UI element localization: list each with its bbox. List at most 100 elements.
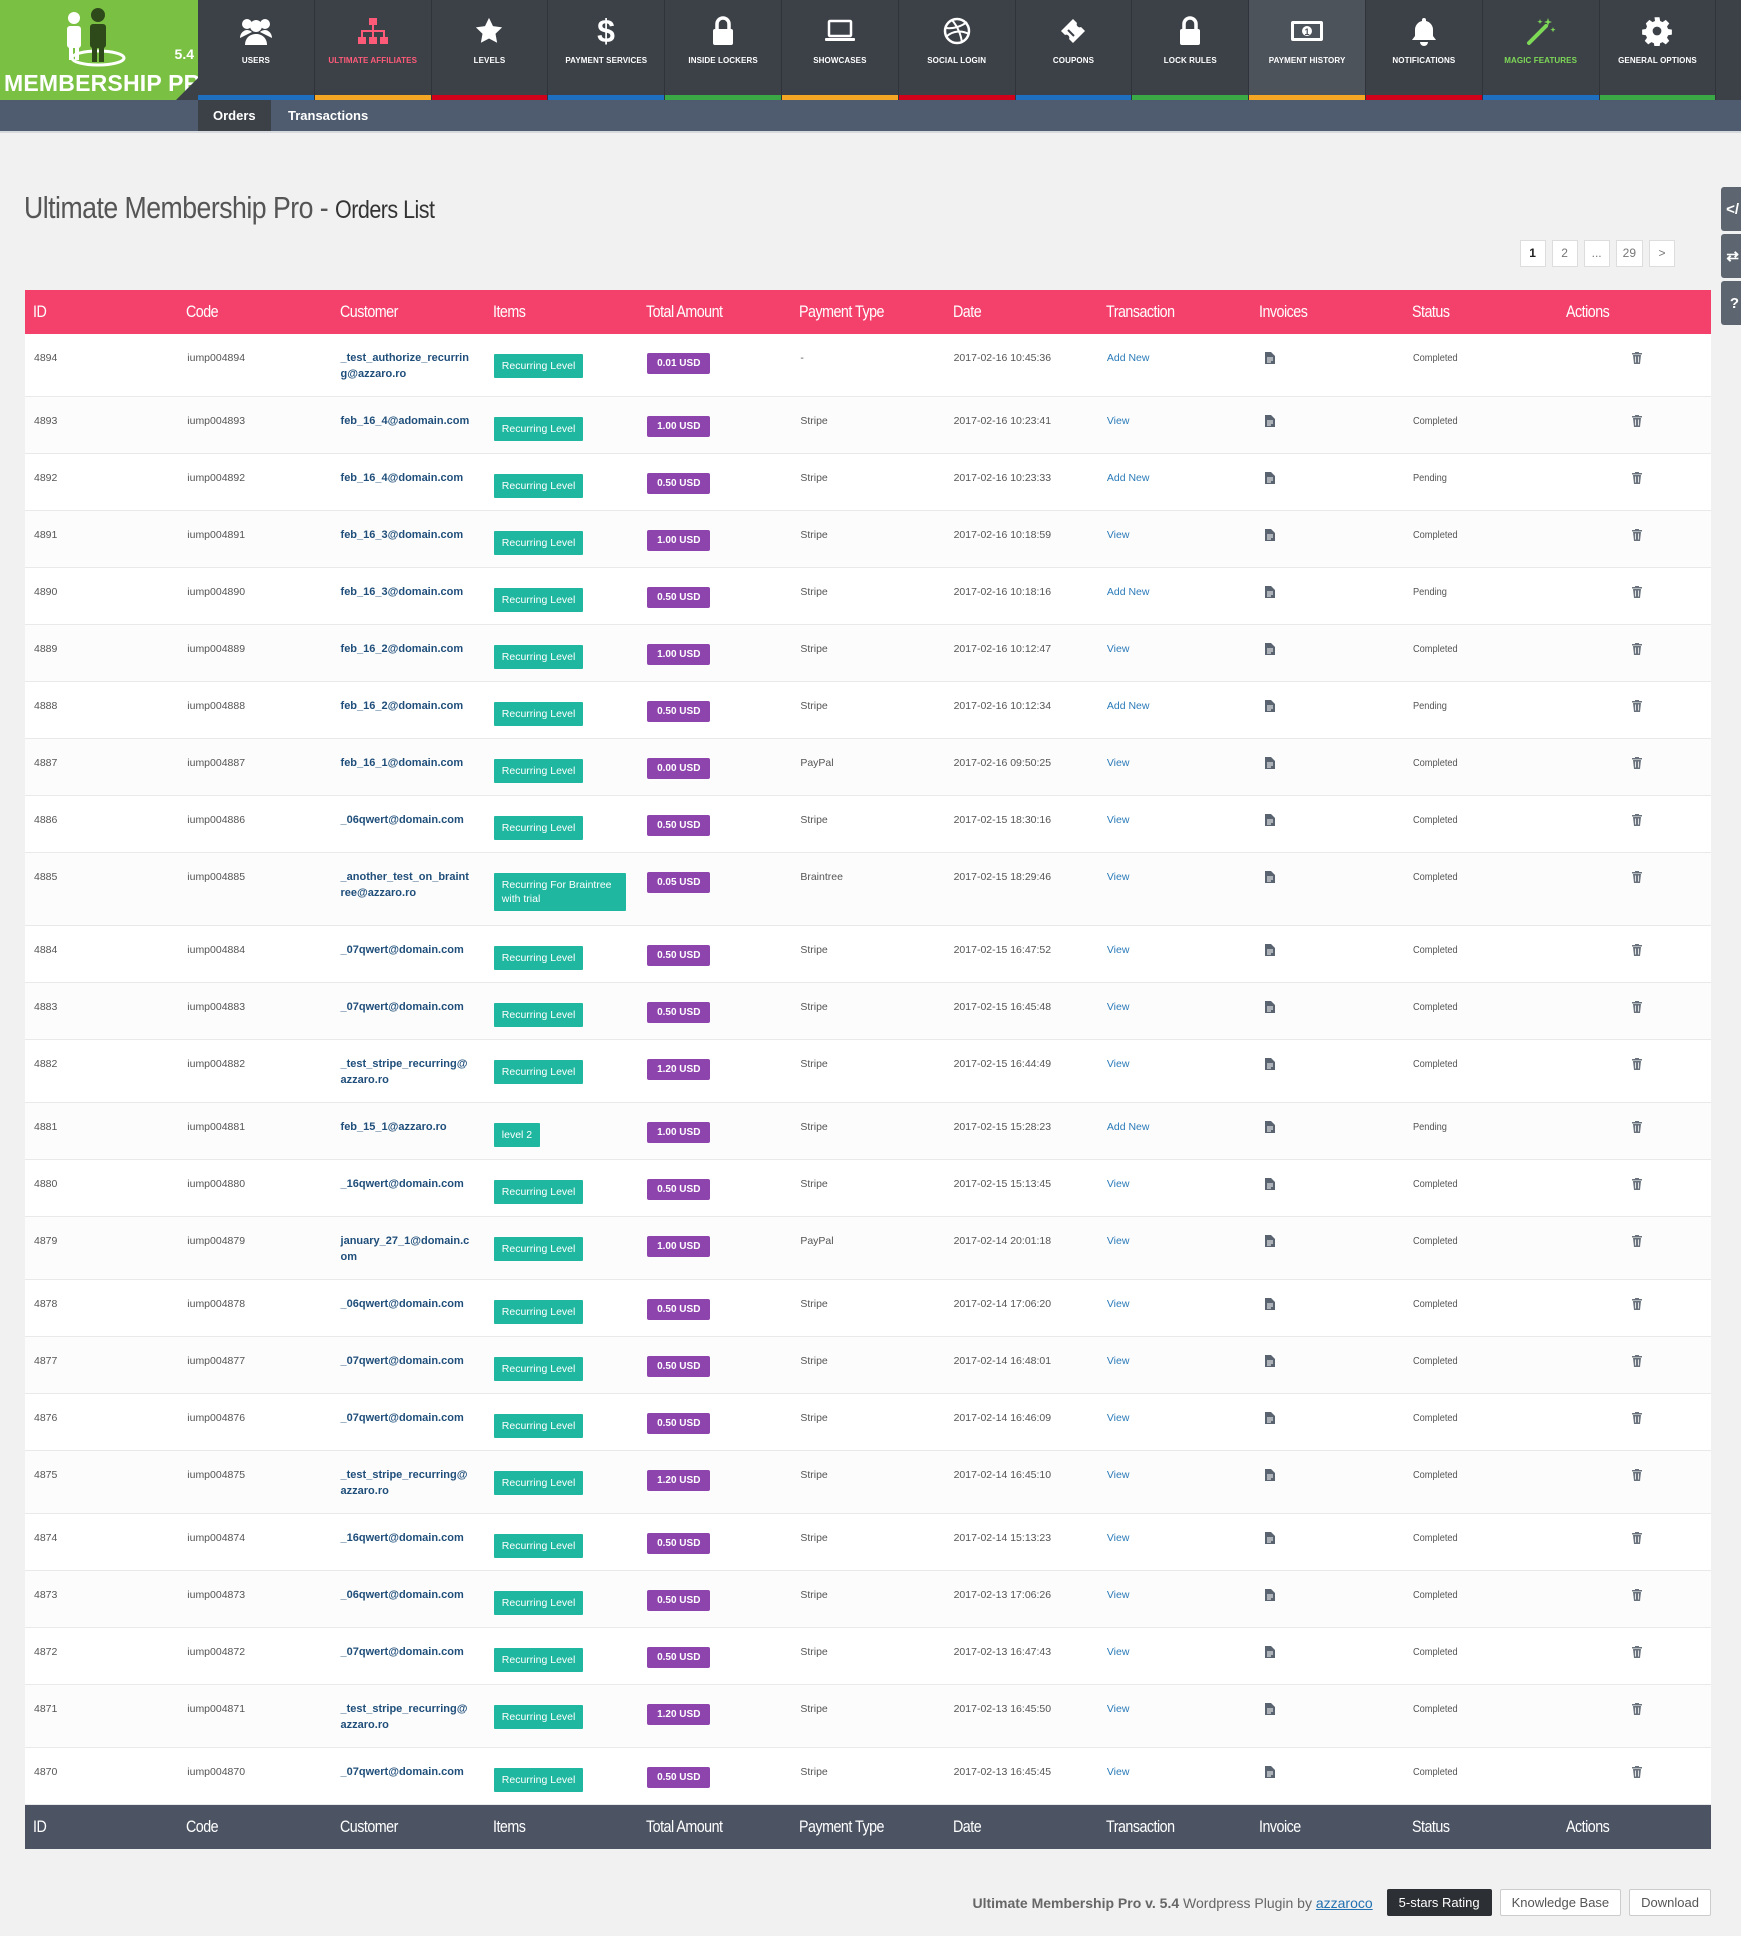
invoice-icon[interactable] [1265, 529, 1276, 544]
customer-link[interactable]: _07qwert@domain.com [340, 1766, 464, 1778]
menu-item-ultimate-affiliates[interactable]: Ultimate Affiliates [314, 0, 432, 100]
invoice-icon[interactable] [1265, 1469, 1276, 1484]
invoice-icon[interactable] [1265, 1703, 1276, 1718]
view-transaction-link[interactable]: View [1106, 1589, 1130, 1601]
trash-icon[interactable] [1631, 1589, 1642, 1604]
trash-icon[interactable] [1631, 472, 1642, 487]
invoice-icon[interactable] [1265, 1121, 1276, 1136]
customer-link[interactable]: _test_stripe_recurring@azzaro.ro [340, 1058, 468, 1086]
add-transaction-link[interactable]: Add New [1106, 1121, 1150, 1133]
customer-link[interactable]: _06qwert@domain.com [340, 1298, 464, 1310]
customer-link[interactable]: january_27_1@domain.com [340, 1235, 470, 1263]
membership-pro-logo[interactable]: 5.4 MEMBERSHIP PRO [0, 0, 198, 100]
view-transaction-link[interactable]: View [1106, 643, 1130, 655]
trash-icon[interactable] [1631, 1469, 1642, 1484]
trash-icon[interactable] [1631, 871, 1642, 886]
trash-icon[interactable] [1631, 1058, 1642, 1073]
invoice-icon[interactable] [1265, 1235, 1276, 1250]
author-link[interactable]: azzaroco [1315, 1894, 1373, 1911]
customer-link[interactable]: _07qwert@domain.com [340, 944, 464, 956]
invoice-icon[interactable] [1265, 1178, 1276, 1193]
trash-icon[interactable] [1631, 1703, 1642, 1718]
page-1-button[interactable]: 1 [1519, 240, 1546, 267]
customer-link[interactable]: _another_test_on_braintree@azzaro.ro [340, 871, 469, 899]
invoice-icon[interactable] [1265, 1355, 1276, 1370]
customer-link[interactable]: feb_16_3@domain.com [340, 529, 464, 541]
view-transaction-link[interactable]: View [1106, 1646, 1130, 1658]
view-transaction-link[interactable]: View [1106, 1469, 1130, 1481]
side-tab-help[interactable]: ? [1721, 281, 1741, 325]
trash-icon[interactable] [1631, 944, 1642, 959]
view-transaction-link[interactable]: View [1106, 529, 1130, 541]
customer-link[interactable]: feb_16_3@domain.com [340, 586, 464, 598]
menu-item-levels[interactable]: Levels [431, 0, 549, 100]
menu-item-social-login[interactable]: Social Login [898, 0, 1016, 100]
invoice-icon[interactable] [1265, 472, 1276, 487]
customer-link[interactable]: _07qwert@domain.com [340, 1412, 464, 1424]
customer-link[interactable]: feb_16_2@domain.com [340, 643, 464, 655]
view-transaction-link[interactable]: View [1106, 415, 1130, 427]
invoice-icon[interactable] [1265, 1766, 1276, 1781]
view-transaction-link[interactable]: View [1106, 1412, 1130, 1424]
invoice-icon[interactable] [1265, 352, 1276, 367]
trash-icon[interactable] [1631, 700, 1642, 715]
menu-item-users[interactable]: Users [198, 0, 315, 100]
trash-icon[interactable] [1631, 586, 1642, 601]
trash-icon[interactable] [1631, 1298, 1642, 1313]
page-ellipsis[interactable]: ... [1583, 240, 1610, 267]
customer-link[interactable]: _07qwert@domain.com [340, 1001, 464, 1013]
customer-link[interactable]: feb_16_1@domain.com [340, 757, 464, 769]
side-tab-switch[interactable]: ⇄ [1721, 234, 1741, 278]
tab-orders[interactable]: Orders [198, 100, 271, 131]
customer-link[interactable]: _16qwert@domain.com [340, 1178, 464, 1190]
customer-link[interactable]: feb_15_1@azzaro.ro [340, 1121, 447, 1133]
page-2-button[interactable]: 2 [1551, 240, 1578, 267]
tab-transactions[interactable]: Transactions [288, 108, 369, 123]
add-transaction-link[interactable]: Add New [1106, 352, 1150, 364]
view-transaction-link[interactable]: View [1106, 1178, 1130, 1190]
view-transaction-link[interactable]: View [1106, 1703, 1130, 1715]
add-transaction-link[interactable]: Add New [1106, 586, 1150, 598]
trash-icon[interactable] [1631, 757, 1642, 772]
trash-icon[interactable] [1631, 1766, 1642, 1781]
menu-item-magic-features[interactable]: Magic Features [1482, 0, 1600, 100]
add-transaction-link[interactable]: Add New [1106, 472, 1150, 484]
view-transaction-link[interactable]: View [1106, 1235, 1130, 1247]
customer-link[interactable]: _test_stripe_recurring@azzaro.ro [340, 1703, 468, 1731]
add-transaction-link[interactable]: Add New [1106, 700, 1150, 712]
view-transaction-link[interactable]: View [1106, 1355, 1130, 1367]
customer-link[interactable]: _06qwert@domain.com [340, 814, 464, 826]
menu-item-payment-history[interactable]: 1 Payment History [1249, 0, 1366, 100]
invoice-icon[interactable] [1265, 1058, 1276, 1073]
invoice-icon[interactable] [1265, 1412, 1276, 1427]
customer-link[interactable]: feb_16_2@domain.com [340, 700, 464, 712]
trash-icon[interactable] [1631, 1646, 1642, 1661]
customer-link[interactable]: _06qwert@domain.com [340, 1589, 464, 1601]
invoice-icon[interactable] [1265, 871, 1276, 886]
customer-link[interactable]: feb_16_4@domain.com [340, 472, 464, 484]
view-transaction-link[interactable]: View [1106, 944, 1130, 956]
menu-item-notifications[interactable]: Notifications [1365, 0, 1483, 100]
customer-link[interactable]: _07qwert@domain.com [340, 1355, 464, 1367]
customer-link[interactable]: _test_authorize_recurring@azzaro.ro [340, 352, 469, 380]
menu-item-general-options[interactable]: General Options [1599, 0, 1717, 100]
invoice-icon[interactable] [1265, 944, 1276, 959]
rating-button[interactable]: 5-stars Rating [1386, 1889, 1492, 1916]
trash-icon[interactable] [1631, 352, 1642, 367]
view-transaction-link[interactable]: View [1106, 814, 1130, 826]
invoice-icon[interactable] [1265, 814, 1276, 829]
trash-icon[interactable] [1631, 1355, 1642, 1370]
view-transaction-link[interactable]: View [1106, 1001, 1130, 1013]
menu-item-coupons[interactable]: Coupons [1015, 0, 1133, 100]
download-button[interactable]: Download [1629, 1889, 1711, 1916]
invoice-icon[interactable] [1265, 700, 1276, 715]
invoice-icon[interactable] [1265, 1001, 1276, 1016]
view-transaction-link[interactable]: View [1106, 1298, 1130, 1310]
invoice-icon[interactable] [1265, 415, 1276, 430]
trash-icon[interactable] [1631, 814, 1642, 829]
customer-link[interactable]: feb_16_4@adomain.com [340, 415, 470, 427]
trash-icon[interactable] [1631, 1235, 1642, 1250]
invoice-icon[interactable] [1265, 1532, 1276, 1547]
invoice-icon[interactable] [1265, 757, 1276, 772]
customer-link[interactable]: _test_stripe_recurring@azzaro.ro [340, 1469, 468, 1497]
